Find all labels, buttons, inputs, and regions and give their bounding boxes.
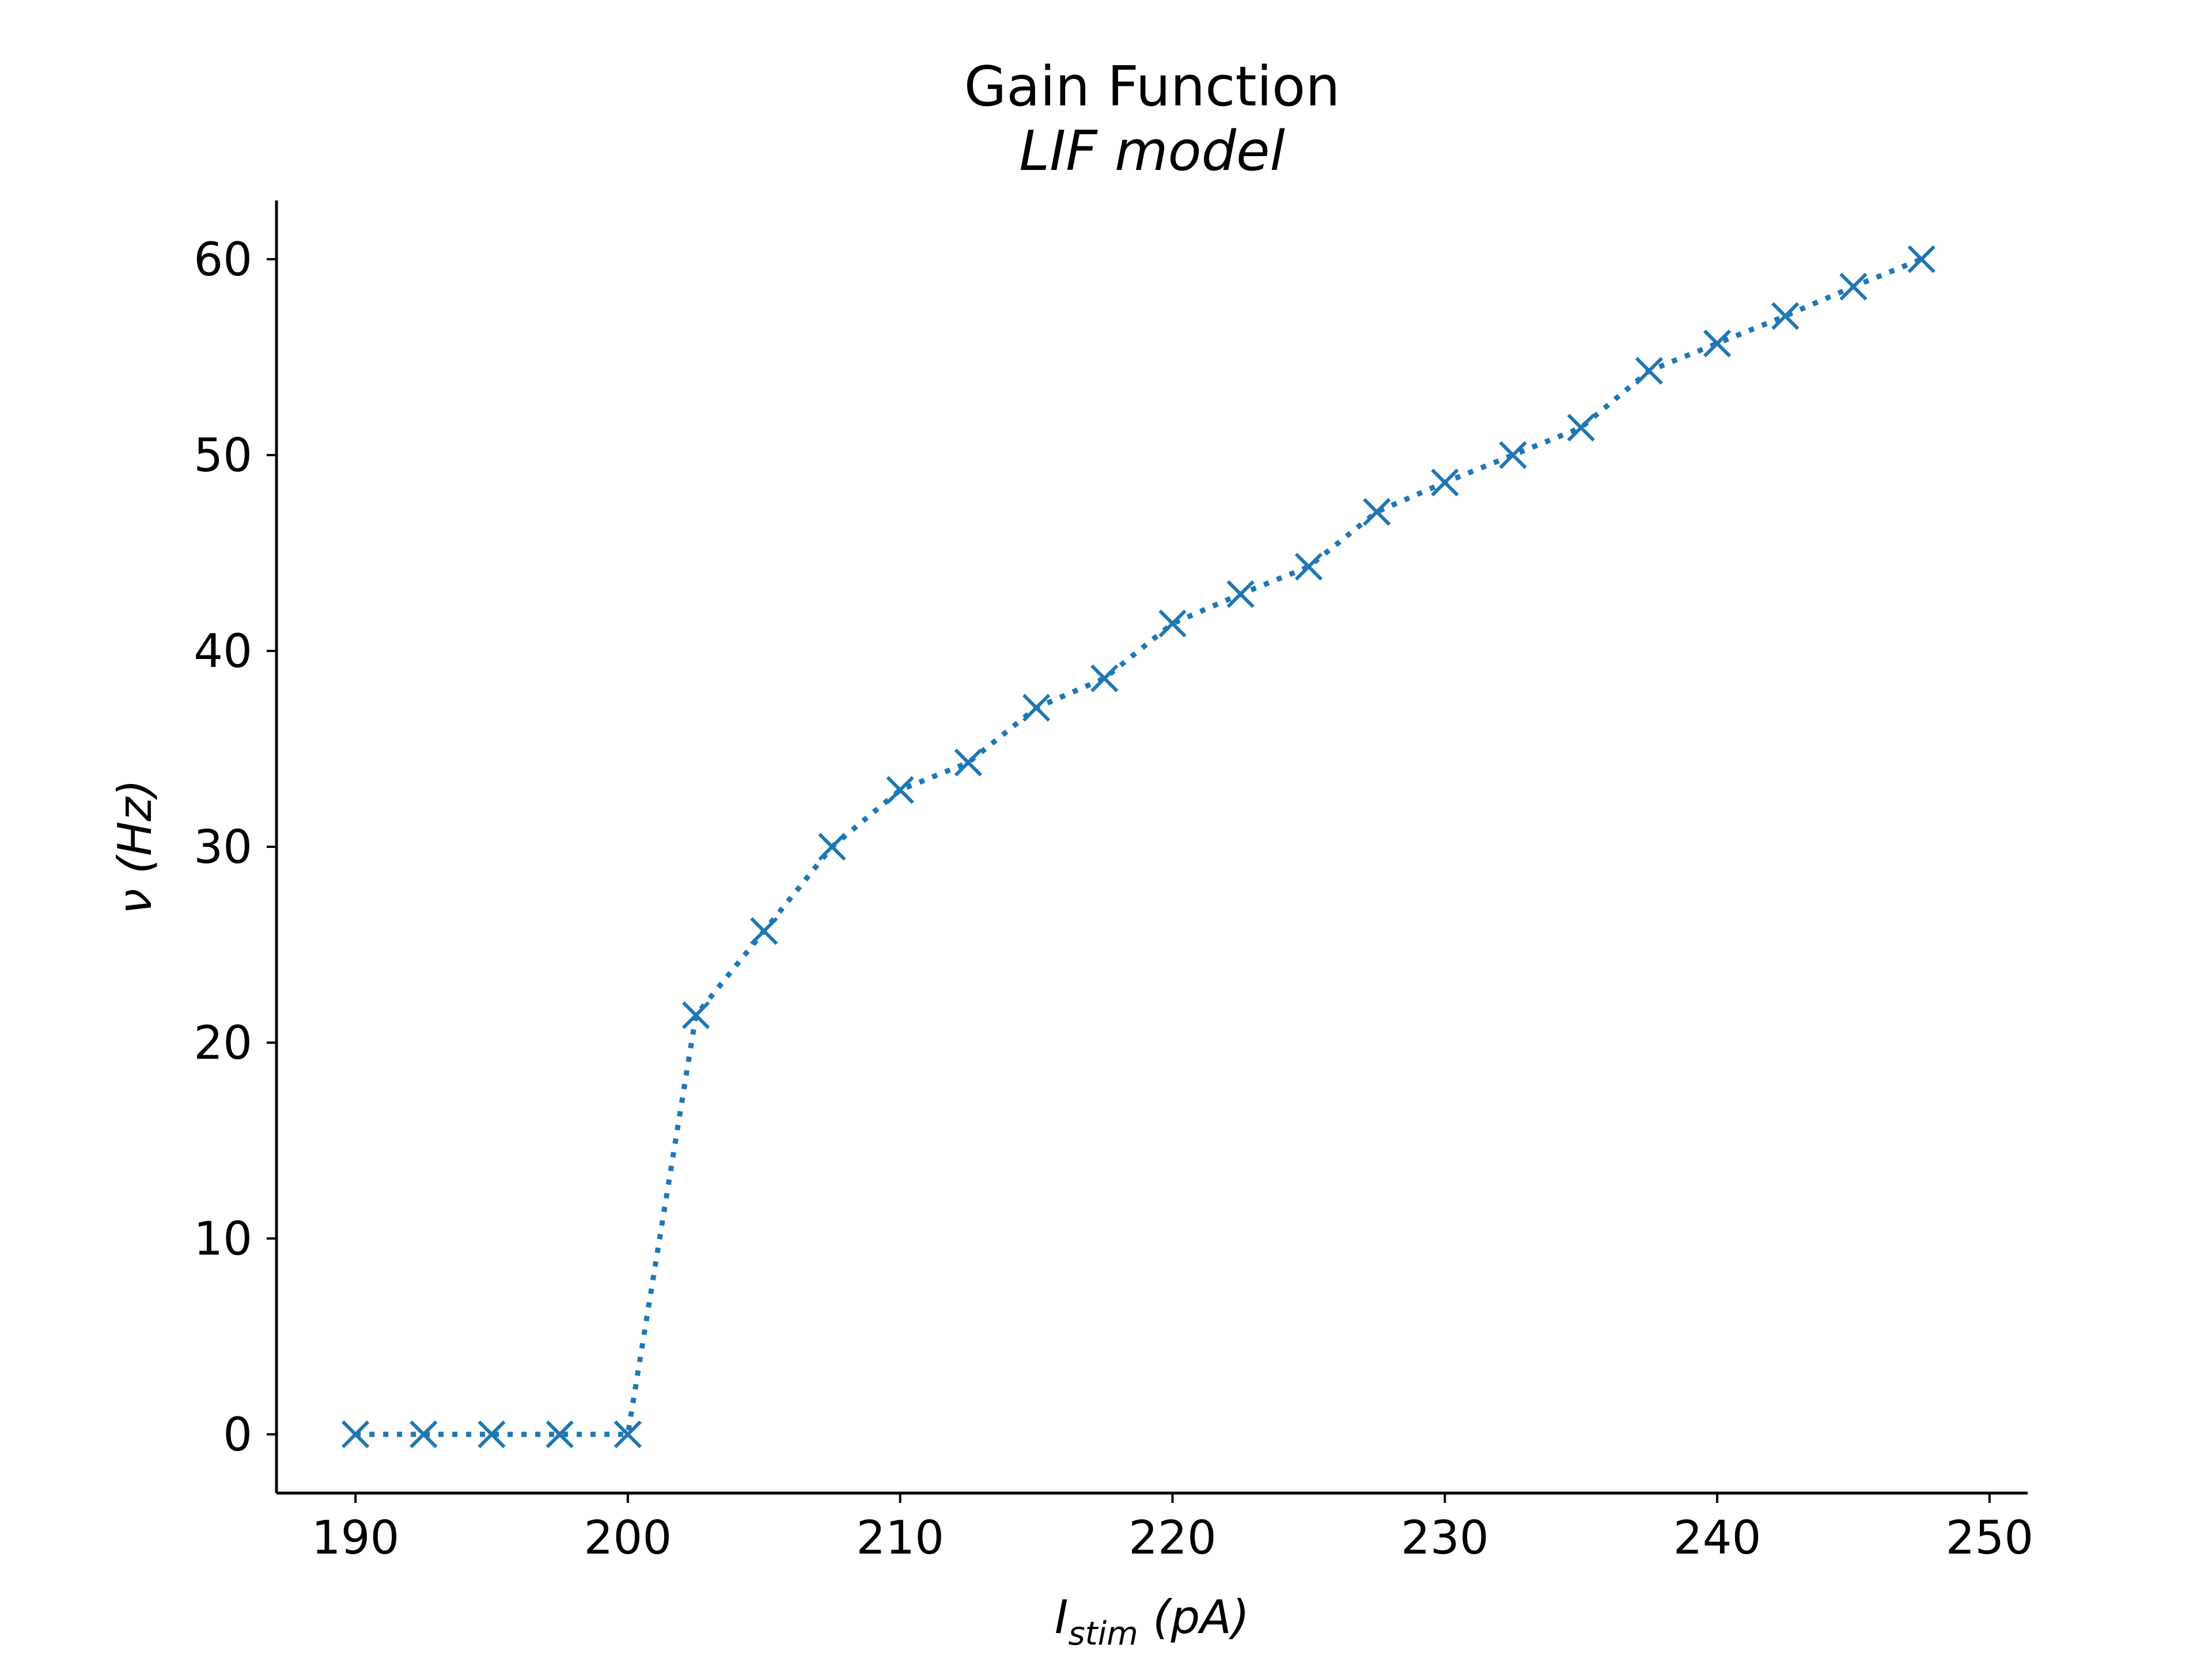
x-tick-label: 190 (312, 1511, 400, 1565)
data-point-marker (1567, 414, 1595, 442)
data-point-marker (1294, 552, 1323, 581)
data-point-marker (1362, 498, 1391, 526)
data-point-marker (886, 776, 914, 804)
x-tick-label: 210 (856, 1511, 944, 1565)
y-tick-label: 50 (194, 429, 252, 482)
data-point-marker (1839, 272, 1868, 301)
data-point-marker (1022, 694, 1051, 722)
y-tick-label: 0 (223, 1408, 252, 1461)
data-point-marker (1431, 468, 1459, 497)
x-axis-label: Istim (pA) (1055, 1590, 1249, 1653)
series-line (355, 256, 1923, 1437)
chart-title: Gain Function (964, 55, 1340, 119)
data-point-marker (750, 917, 778, 945)
data-point-marker (1090, 664, 1119, 692)
data-point-marker (341, 1420, 370, 1449)
x-axis-label-unit: (pA) (1138, 1590, 1249, 1644)
x-axis-label-subscript: stim (1068, 1615, 1138, 1653)
data-point-marker (681, 1001, 710, 1029)
x-tick-label: 250 (1945, 1511, 2033, 1565)
data-point-marker (1158, 609, 1187, 638)
x-axis-ticks: 190 200 210 220 230 240 250 (312, 1493, 2033, 1565)
data-point-marker (1907, 245, 1936, 274)
data-point-marker (1771, 302, 1800, 330)
x-tick-label: 240 (1673, 1511, 1762, 1565)
y-tick-label: 20 (194, 1016, 252, 1070)
y-axis-ticks: 0 10 20 30 40 50 60 (194, 233, 276, 1461)
data-point-marker (478, 1420, 506, 1449)
data-point-marker (1635, 357, 1663, 385)
data-point-marker (1226, 580, 1255, 608)
y-axis-label: ν (Hz) (108, 779, 162, 915)
data-point-marker (613, 1420, 642, 1449)
plot-area (341, 245, 1936, 1449)
x-tick-label: 200 (584, 1511, 672, 1565)
data-point-marker (954, 748, 982, 777)
data-point-marker (1703, 329, 1732, 358)
data-point-marker (818, 832, 846, 861)
y-tick-label: 40 (194, 624, 252, 678)
y-tick-label: 10 (194, 1212, 252, 1266)
x-tick-label: 230 (1401, 1511, 1489, 1565)
data-point-marker (410, 1420, 438, 1449)
y-tick-label: 30 (194, 820, 252, 874)
x-axis-label-main: I (1055, 1590, 1069, 1644)
data-point-marker (1499, 441, 1527, 469)
x-tick-label: 220 (1128, 1511, 1217, 1565)
data-point-marker (546, 1420, 574, 1449)
chart-subtitle: LIF model (1019, 120, 1285, 183)
y-tick-label: 60 (194, 233, 252, 286)
